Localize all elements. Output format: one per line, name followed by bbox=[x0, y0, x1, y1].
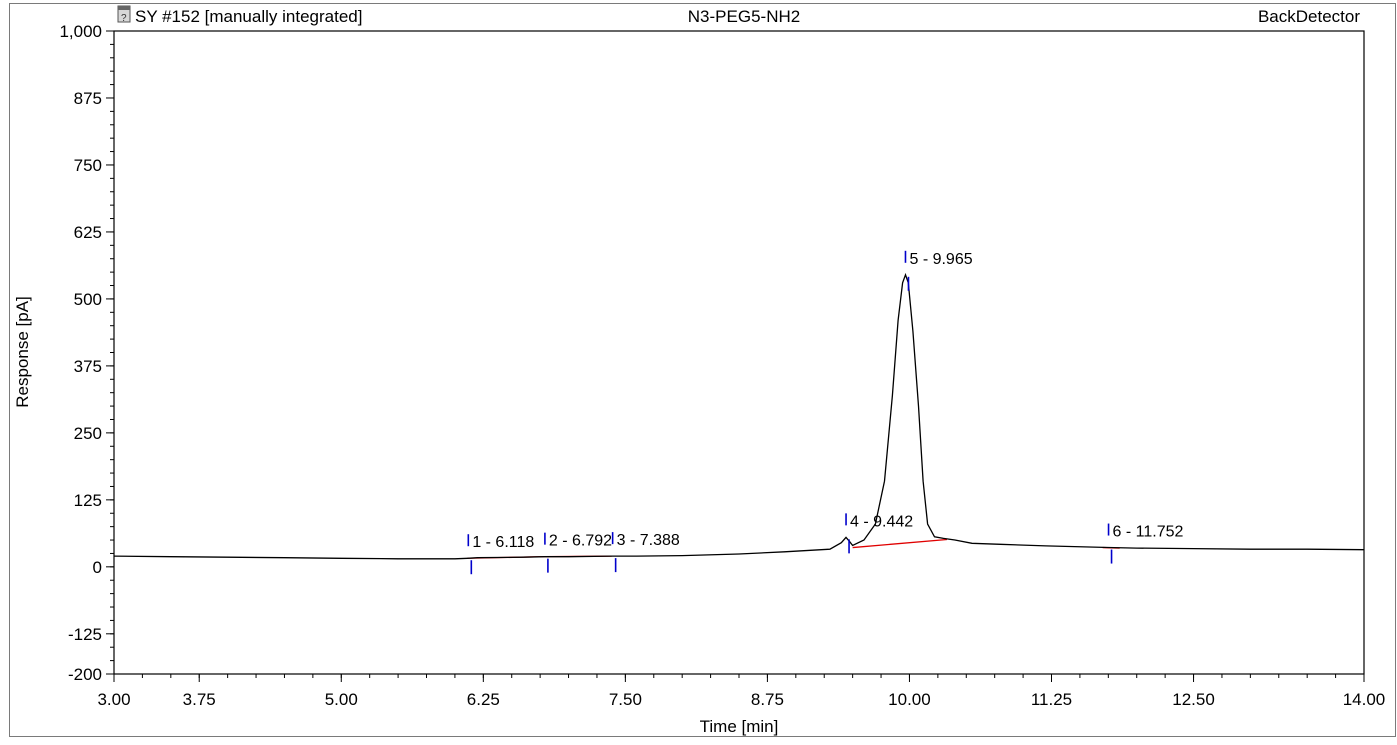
peak-label: 4 - 9.442 bbox=[850, 513, 913, 530]
y-tick-label: -125 bbox=[68, 625, 102, 644]
peak-label: 6 - 11.752 bbox=[1113, 524, 1184, 541]
chromatogram-trace bbox=[113, 272, 1365, 560]
y-tick-label: -200 bbox=[68, 665, 102, 684]
peak-label: 3 - 7.388 bbox=[617, 532, 680, 549]
y-tick-label: 500 bbox=[74, 290, 102, 309]
y-tick-label: 1,000 bbox=[59, 22, 102, 41]
x-tick-label: 12.50 bbox=[1172, 690, 1215, 709]
x-tick-label: 8.75 bbox=[751, 690, 784, 709]
y-tick-label: 125 bbox=[74, 491, 102, 510]
plot-area bbox=[113, 30, 1365, 675]
y-tick-label: 625 bbox=[74, 223, 102, 242]
header-left-title: SY #152 [manually integrated] bbox=[135, 7, 362, 26]
svg-text:?: ? bbox=[121, 13, 127, 24]
window-border bbox=[9, 3, 1396, 737]
peak-label: 1 - 6.118 bbox=[472, 534, 534, 551]
header-center-title: N3-PEG5-NH2 bbox=[688, 7, 800, 26]
document-icon: ? bbox=[117, 5, 131, 24]
baseline-segment bbox=[852, 538, 948, 549]
x-tick-label: 10.00 bbox=[888, 690, 931, 709]
x-tick-label: 7.50 bbox=[609, 690, 642, 709]
x-tick-label: 6.25 bbox=[467, 690, 500, 709]
y-tick-label: 375 bbox=[74, 357, 102, 376]
x-tick-label: 14.00 bbox=[1343, 690, 1386, 709]
x-axis-label: Time [min] bbox=[700, 717, 779, 736]
y-tick-label: 875 bbox=[74, 89, 102, 108]
peak-label: 2 - 6.792 bbox=[549, 533, 612, 550]
y-tick-label: 0 bbox=[93, 558, 102, 577]
x-axis: 3.00 3.75 5.00 6.25 7.50 8.75 10.00 11.25 12.50 1… bbox=[97, 674, 1385, 709]
x-tick-label: 3.00 bbox=[97, 690, 130, 709]
x-tick-label: 5.00 bbox=[325, 690, 358, 709]
peak-markers: 1 - 6.118 2 - 6.792 3 - 7.388 4 - 9.442 5 - … bbox=[467, 250, 1184, 575]
y-tick-label: 750 bbox=[74, 156, 102, 175]
x-tick-label: 3.75 bbox=[183, 690, 216, 709]
y-tick-label: 250 bbox=[74, 424, 102, 443]
x-tick-label: 11.25 bbox=[1031, 690, 1072, 709]
peak-label: 5 - 9.965 bbox=[909, 251, 972, 268]
header-right-title: BackDetector bbox=[1258, 7, 1360, 26]
y-axis: 1,000 875 750 625 500 375 250 125 0 -125 -200 bbox=[59, 22, 114, 684]
y-axis-label: Response [pA] bbox=[13, 296, 32, 408]
